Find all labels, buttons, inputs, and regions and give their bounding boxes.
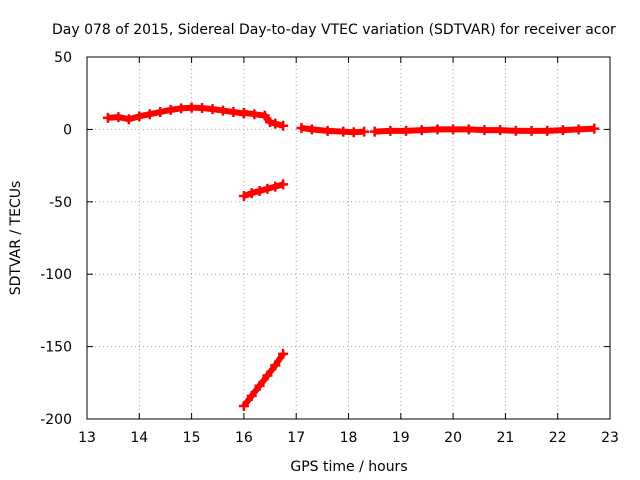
data-point bbox=[228, 107, 239, 118]
data-point bbox=[573, 124, 584, 135]
x-tick-label: 17 bbox=[287, 430, 305, 446]
data-point bbox=[278, 348, 289, 359]
x-tick-label: 20 bbox=[444, 430, 462, 446]
data-point bbox=[510, 125, 521, 136]
axes: 13 14 15 16 17 18 19 20 21 22 23 50 0 -50 -100 -150 -200 bbox=[40, 50, 619, 446]
series-main-arc-1 bbox=[102, 102, 249, 125]
grid bbox=[87, 57, 610, 419]
y-tick-label: 0 bbox=[63, 122, 72, 138]
data-point bbox=[238, 191, 249, 202]
data-point bbox=[270, 181, 281, 192]
series-segment-mid bbox=[238, 179, 289, 202]
data-point bbox=[278, 120, 289, 131]
data-point bbox=[165, 104, 176, 115]
data-point bbox=[359, 126, 370, 137]
data-point bbox=[238, 107, 249, 118]
x-tick-label: 22 bbox=[549, 430, 567, 446]
x-tick-label: 16 bbox=[235, 430, 253, 446]
x-axis-label: GPS time / hours bbox=[290, 459, 407, 475]
data-point bbox=[296, 122, 307, 133]
data-point bbox=[348, 127, 359, 138]
data-point bbox=[254, 185, 265, 196]
data-point bbox=[113, 112, 124, 123]
data-point bbox=[448, 124, 459, 135]
data-point bbox=[186, 102, 197, 113]
data-point bbox=[589, 123, 600, 134]
data-point bbox=[306, 124, 317, 135]
data-point bbox=[265, 117, 276, 128]
data-marks bbox=[102, 102, 600, 411]
y-tick-label: -100 bbox=[40, 267, 72, 283]
x-tick-label: 18 bbox=[340, 430, 358, 446]
data-point bbox=[338, 126, 349, 137]
data-point bbox=[207, 104, 218, 115]
data-point bbox=[246, 390, 257, 401]
series-main-arc-4 bbox=[369, 123, 600, 137]
data-point bbox=[246, 188, 257, 199]
data-point bbox=[262, 370, 273, 381]
x-tick-label: 13 bbox=[78, 430, 96, 446]
data-point bbox=[270, 118, 281, 129]
y-tick-label: -200 bbox=[40, 412, 72, 428]
data-point bbox=[155, 107, 166, 118]
data-point bbox=[401, 125, 412, 136]
x-tick-label: 15 bbox=[183, 430, 201, 446]
series-main-arc-3 bbox=[296, 122, 370, 138]
data-point bbox=[259, 110, 270, 121]
y-axis-label: SDTVAR / TECUs bbox=[8, 181, 24, 296]
plot-frame bbox=[86, 56, 611, 420]
data-point bbox=[416, 125, 427, 136]
data-point bbox=[270, 360, 281, 371]
x-tick-label: 23 bbox=[601, 430, 619, 446]
x-tick-label: 14 bbox=[130, 430, 148, 446]
data-point bbox=[278, 179, 289, 190]
x-tick-label: 19 bbox=[392, 430, 410, 446]
data-point bbox=[197, 102, 208, 113]
x-tick-label: 21 bbox=[496, 430, 514, 446]
data-point bbox=[262, 183, 273, 194]
series-segment-low bbox=[238, 348, 289, 411]
data-point bbox=[144, 109, 155, 120]
data-point bbox=[238, 400, 249, 411]
data-point bbox=[432, 124, 443, 135]
data-point bbox=[254, 380, 265, 391]
data-point bbox=[542, 125, 553, 136]
data-point bbox=[495, 125, 506, 136]
y-tick-label: -50 bbox=[49, 195, 72, 211]
data-point bbox=[249, 109, 260, 120]
y-tick-label: 50 bbox=[54, 50, 72, 66]
data-point bbox=[526, 125, 537, 136]
data-point bbox=[463, 124, 474, 135]
data-point bbox=[134, 111, 145, 122]
data-point bbox=[123, 114, 134, 125]
data-point bbox=[479, 125, 490, 136]
y-tick-label: -150 bbox=[40, 340, 72, 356]
chart-title: Day 078 of 2015, Sidereal Day-to-day VTE… bbox=[52, 22, 616, 38]
data-point bbox=[322, 125, 333, 136]
series-band bbox=[241, 352, 286, 408]
data-point bbox=[369, 126, 380, 137]
data-point bbox=[557, 125, 568, 136]
data-point bbox=[385, 125, 396, 136]
data-point bbox=[217, 105, 228, 116]
data-point bbox=[176, 103, 187, 114]
data-point bbox=[102, 112, 113, 123]
series-main-arc-2 bbox=[238, 107, 289, 131]
